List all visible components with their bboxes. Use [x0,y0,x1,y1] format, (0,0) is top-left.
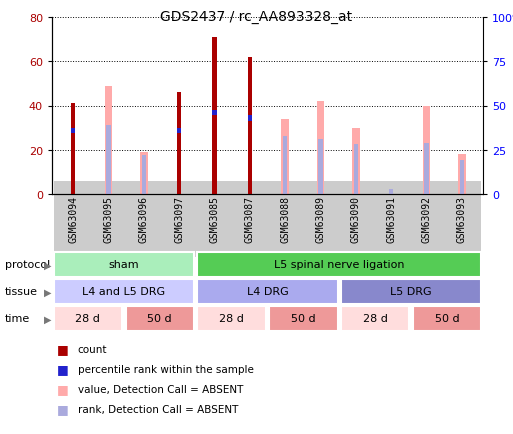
Bar [54,253,194,277]
Text: protocol: protocol [5,260,50,270]
Bar [212,111,216,116]
Text: 50 d: 50 d [435,314,460,324]
Text: ■: ■ [57,403,69,415]
Text: ▶: ▶ [44,260,51,270]
Text: ■: ■ [57,383,69,395]
Bar [283,136,287,194]
Bar [317,102,324,194]
Text: time: time [5,314,30,324]
Bar [54,279,194,304]
Text: L4 and L5 DRG: L4 and L5 DRG [82,287,165,297]
Bar [352,128,360,194]
Bar [177,93,181,194]
Text: sham: sham [109,260,139,270]
Text: 50 d: 50 d [147,314,172,324]
Text: tissue: tissue [5,287,38,297]
Bar [281,119,289,194]
Bar [106,126,111,194]
Text: ▶: ▶ [44,314,51,324]
Bar [198,279,338,304]
Text: ■: ■ [57,343,69,356]
Bar [177,128,181,134]
Bar [341,307,409,331]
Bar [413,307,481,331]
Bar [54,307,122,331]
Bar [319,140,323,194]
Bar [248,116,252,122]
Bar [353,145,358,194]
Bar [142,156,146,194]
Text: L5 spinal nerve ligation: L5 spinal nerve ligation [274,260,405,270]
Text: rank, Detection Call = ABSENT: rank, Detection Call = ABSENT [77,404,238,414]
Bar [248,58,252,194]
Bar [458,155,466,194]
Bar [105,86,112,194]
Bar [71,128,75,134]
Text: 28 d: 28 d [219,314,244,324]
Text: 50 d: 50 d [291,314,315,324]
Bar [424,143,428,194]
Text: ▶: ▶ [44,287,51,297]
Text: 28 d: 28 d [363,314,388,324]
Bar [423,106,430,194]
Text: L4 DRG: L4 DRG [247,287,288,297]
Text: percentile rank within the sample: percentile rank within the sample [77,364,253,374]
Bar [198,253,481,277]
Text: ■: ■ [57,363,69,376]
Bar [269,307,338,331]
Text: value, Detection Call = ABSENT: value, Detection Call = ABSENT [77,384,243,394]
Text: 28 d: 28 d [75,314,101,324]
Bar [212,38,216,194]
Bar [460,161,464,194]
Bar [140,153,148,194]
Bar [71,104,75,194]
Bar [389,189,393,194]
Bar [126,307,194,331]
Text: L5 DRG: L5 DRG [390,287,432,297]
Bar [341,279,481,304]
Bar [198,307,266,331]
Text: count: count [77,344,107,354]
Text: GDS2437 / rc_AA893328_at: GDS2437 / rc_AA893328_at [161,10,352,24]
